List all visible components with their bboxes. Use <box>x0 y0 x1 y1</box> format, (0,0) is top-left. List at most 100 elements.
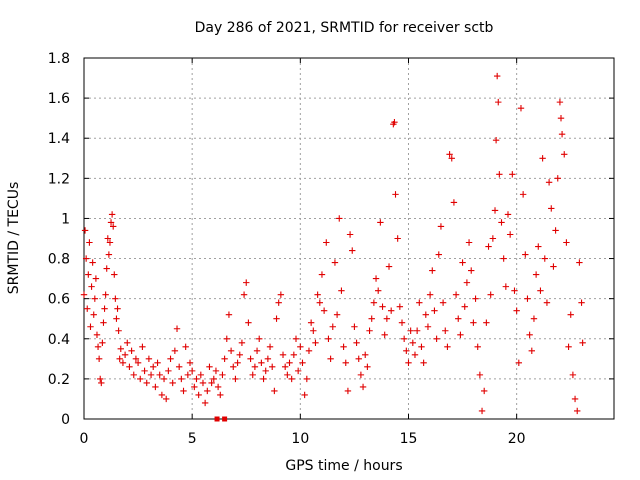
data-point <box>82 255 90 262</box>
data-point <box>578 299 585 306</box>
data-point <box>515 359 523 367</box>
x-tick-labels: 0 5 10 15 20 <box>80 431 526 447</box>
data-point <box>147 371 155 379</box>
data-point <box>567 311 574 318</box>
data-point <box>225 311 233 318</box>
data-point <box>173 325 181 332</box>
data-point <box>552 227 559 234</box>
data-point <box>411 351 419 359</box>
data-point <box>87 323 94 330</box>
data-point <box>222 416 228 422</box>
data-point <box>383 315 391 322</box>
data-point <box>448 155 455 162</box>
data-point <box>446 151 453 158</box>
data-point <box>130 371 137 379</box>
data-point <box>364 363 371 371</box>
data-point <box>502 283 510 290</box>
data-point <box>342 359 349 367</box>
data-point <box>100 319 107 326</box>
data-point <box>101 305 108 312</box>
data-point <box>266 343 274 350</box>
data-point <box>86 239 93 246</box>
data-point <box>281 363 289 371</box>
data-point <box>370 299 378 306</box>
data-point <box>249 371 256 379</box>
data-point <box>197 371 205 379</box>
data-point <box>489 235 497 242</box>
data-point <box>492 137 500 144</box>
data-point <box>465 239 473 246</box>
data-points <box>80 72 586 422</box>
data-point <box>214 416 220 422</box>
data-point <box>392 191 399 198</box>
data-point <box>105 251 113 258</box>
data-point <box>333 311 341 318</box>
data-point <box>431 307 438 314</box>
data-point <box>509 171 516 178</box>
data-point <box>556 98 564 106</box>
data-point <box>377 219 384 226</box>
data-point <box>111 271 118 278</box>
data-point <box>535 243 542 250</box>
data-point <box>472 295 479 302</box>
data-point <box>429 267 436 274</box>
y-tick-label: 1 <box>61 211 70 227</box>
data-point <box>511 287 518 294</box>
data-point <box>461 303 468 310</box>
data-point <box>325 335 332 342</box>
data-point <box>418 343 425 350</box>
data-point <box>230 363 237 371</box>
data-point <box>253 347 261 355</box>
data-point <box>303 375 311 383</box>
data-point <box>102 291 109 298</box>
data-point <box>557 114 565 122</box>
data-point <box>80 291 88 298</box>
data-point <box>450 199 458 206</box>
data-point <box>474 343 481 350</box>
data-point <box>491 207 499 214</box>
data-point <box>292 335 300 342</box>
x-tick-label: 5 <box>188 431 197 447</box>
data-point <box>191 383 198 391</box>
data-point <box>331 259 339 266</box>
data-point <box>88 283 95 290</box>
data-point <box>366 327 373 334</box>
data-point <box>426 291 434 298</box>
data-point <box>455 315 462 322</box>
data-point <box>199 379 207 387</box>
data-point <box>113 315 120 322</box>
data-point <box>97 375 104 383</box>
data-point <box>275 299 282 306</box>
data-point <box>561 151 568 158</box>
data-point <box>530 315 538 322</box>
data-point <box>85 271 92 278</box>
data-point <box>346 231 354 238</box>
data-point <box>340 343 347 350</box>
x-tick-label: 0 <box>80 431 89 447</box>
y-tick-label: 0.6 <box>48 292 70 308</box>
data-point <box>251 363 259 371</box>
data-point <box>195 391 202 399</box>
data-point <box>232 375 239 383</box>
data-point <box>143 379 150 387</box>
data-point <box>407 327 414 334</box>
data-point <box>579 339 586 346</box>
y-tick-label: 0.8 <box>48 252 70 268</box>
data-point <box>405 359 412 367</box>
data-point <box>106 239 114 246</box>
data-point <box>554 175 561 182</box>
data-point <box>310 327 317 334</box>
data-point <box>178 375 185 383</box>
data-point <box>92 275 100 282</box>
data-point <box>452 291 460 298</box>
data-point <box>91 295 99 302</box>
y-tick-label: 1.6 <box>48 91 70 107</box>
data-point <box>387 307 395 314</box>
axis-ticks <box>83 57 614 420</box>
data-point <box>256 335 263 342</box>
data-point <box>528 347 535 355</box>
data-point <box>163 395 170 403</box>
data-point <box>279 351 287 359</box>
data-point <box>210 375 217 383</box>
data-point <box>95 355 103 363</box>
